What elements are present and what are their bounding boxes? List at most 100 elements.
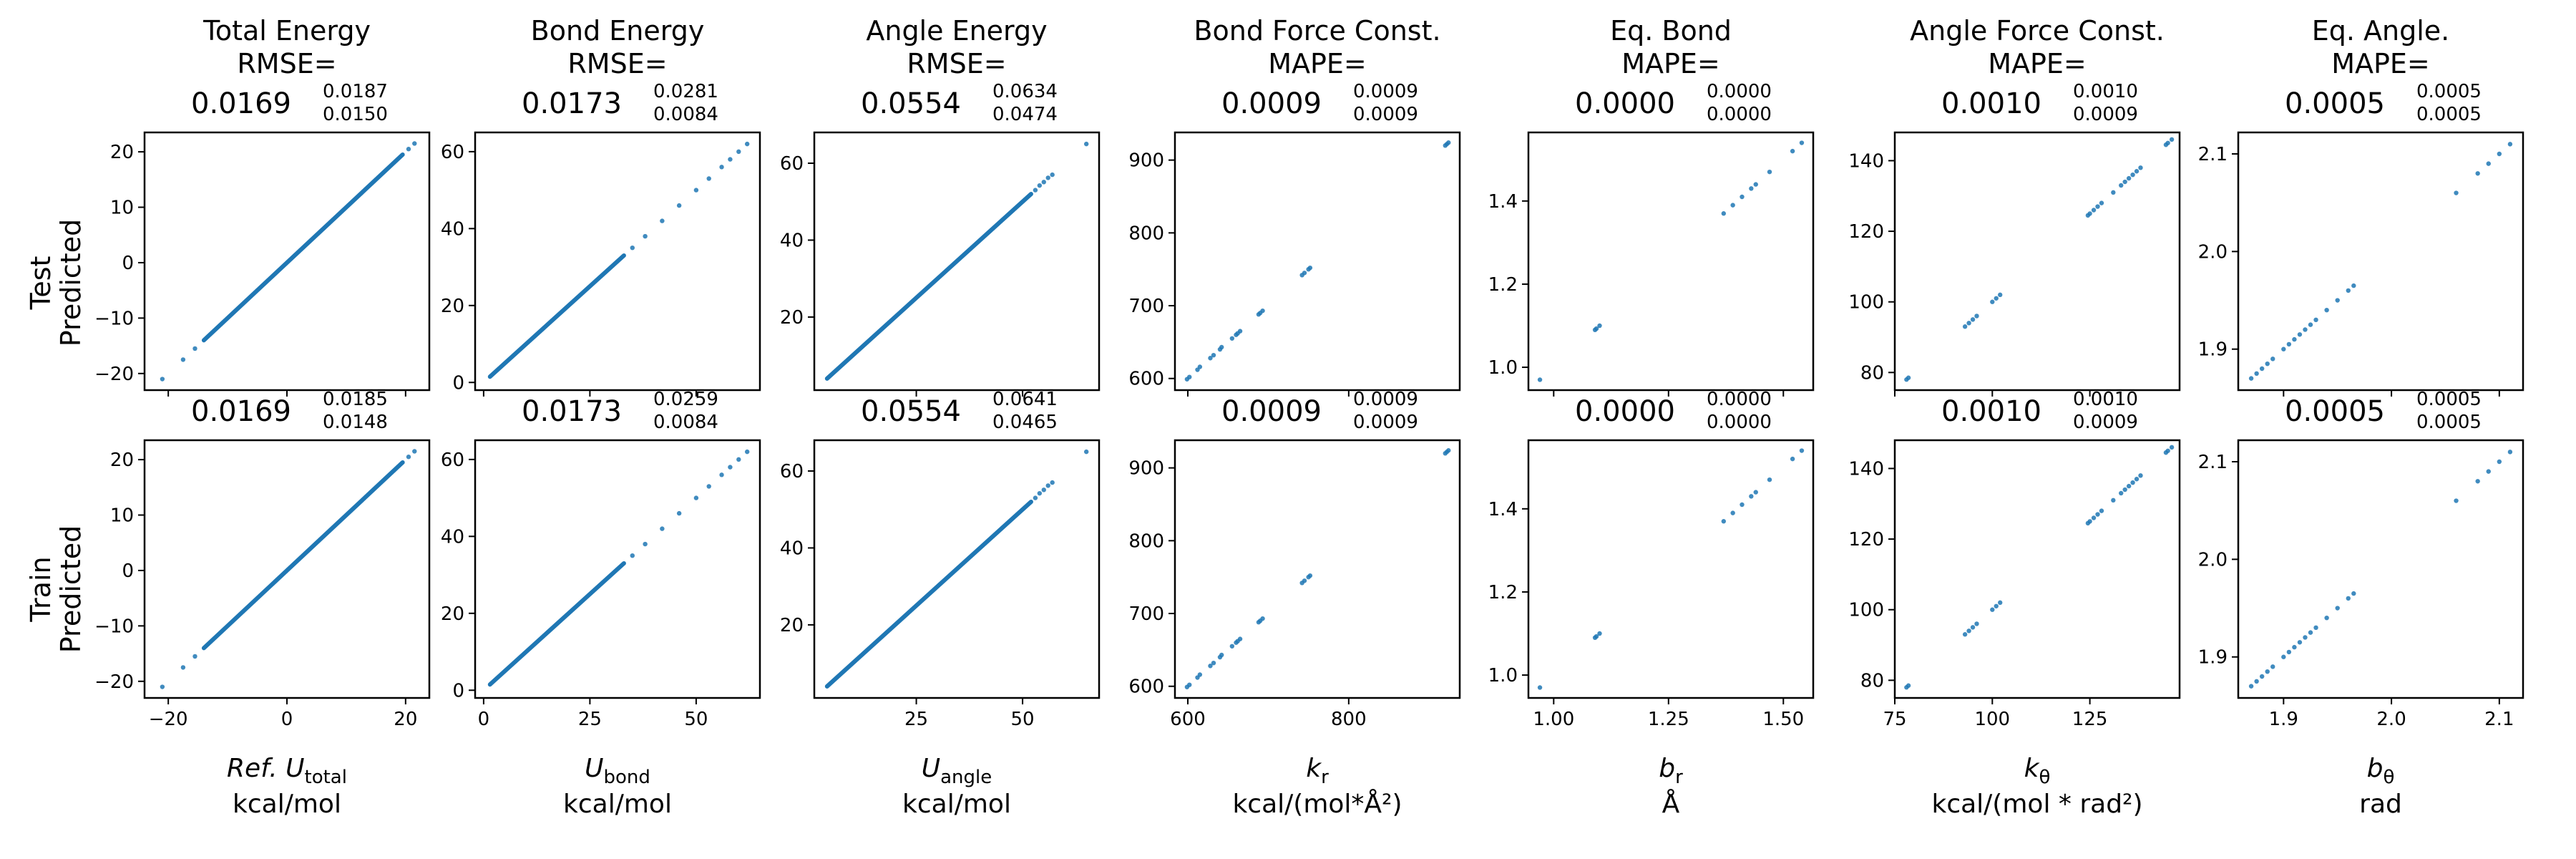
metric-upper-bound: 0.0259 <box>653 389 718 410</box>
row-label-test-line2: Predicted <box>55 219 87 346</box>
data-point <box>160 684 165 689</box>
metric-upper-bound: 0.0005 <box>2416 389 2482 410</box>
data-point <box>1260 308 1265 314</box>
data-point <box>2286 649 2292 655</box>
metric-lower-bound: 0.0005 <box>2416 104 2482 125</box>
data-point <box>1730 510 1735 515</box>
metric-value: 0.0554 <box>861 87 961 120</box>
data-point <box>1594 634 1599 639</box>
x-axis-subscript: r <box>1321 767 1329 788</box>
metric-value: 0.0000 <box>1575 395 1675 428</box>
x-tick-label: −20 <box>149 709 188 730</box>
y-tick-label: 1.4 <box>1488 191 1518 213</box>
x-tick-label: 0 <box>281 709 293 730</box>
metric-upper-bound: 0.0009 <box>1353 389 1418 410</box>
x-tick-label: 1.9 <box>2269 709 2298 730</box>
data-point <box>192 346 197 351</box>
plot-frame <box>1174 131 1461 392</box>
data-point <box>1211 352 1216 358</box>
data-point <box>2119 490 2124 496</box>
x-axis-symbol: k <box>1306 754 1322 783</box>
metric-lower-bound: 0.0084 <box>653 104 718 125</box>
data-point <box>2346 288 2351 293</box>
x-axis-subscript: bond <box>603 767 650 788</box>
x-axis-symbol: Ref. U <box>227 754 304 783</box>
data-point <box>2454 190 2459 195</box>
data-point <box>2475 171 2480 176</box>
x-tick-label: 1.00 <box>1533 709 1574 730</box>
data-point <box>2292 336 2297 342</box>
y-tick-label: 1.0 <box>1488 357 1518 379</box>
y-tick-label: 40 <box>441 526 464 548</box>
data-point <box>630 245 635 251</box>
data-point <box>1237 329 1243 334</box>
metric-upper-bound: 0.0010 <box>2073 389 2138 410</box>
y-tick-label: −20 <box>94 671 134 693</box>
data-point <box>160 377 165 382</box>
data-point <box>2259 366 2265 372</box>
data-point <box>719 165 724 170</box>
y-tick-label: 0 <box>452 680 464 702</box>
data-point <box>1962 632 1968 637</box>
y-tick-label: 600 <box>1128 676 1164 698</box>
x-axis-label: bθ <box>2367 754 2395 788</box>
x-axis-symbol: U <box>585 754 603 783</box>
data-point <box>1730 203 1735 208</box>
data-point <box>1594 326 1599 331</box>
metric-name: MAPE= <box>1988 48 2087 79</box>
x-tick-label: 2.0 <box>2376 709 2406 730</box>
data-point <box>2099 508 2104 513</box>
data-point <box>1041 487 1046 492</box>
plot-frame <box>1527 439 1815 699</box>
data-point <box>1033 495 1038 500</box>
y-tick-label: 120 <box>1848 221 1884 243</box>
plot-frame <box>2237 131 2524 392</box>
x-axis-symbol: b <box>2367 754 2384 783</box>
data-point <box>2303 327 2308 332</box>
data-point <box>2259 674 2265 679</box>
metric-value: 0.0000 <box>1575 87 1675 120</box>
data-point <box>1211 660 1216 666</box>
y-tick-label: 800 <box>1128 530 1164 552</box>
x-axis-unit: rad <box>2359 790 2402 819</box>
data-point <box>2335 606 2340 611</box>
x-tick-label: 100 <box>1974 709 2010 730</box>
column-6: Angle Force Const.MAPE=0.0010 0.00100.000… <box>1848 15 2181 819</box>
y-tick-label: 0 <box>122 253 134 274</box>
panel-title: Bond Energy <box>531 15 705 47</box>
x-axis-subscript: r <box>1675 767 1683 788</box>
y-tick-label: 80 <box>1860 362 1884 384</box>
x-tick-label: 50 <box>1011 709 1035 730</box>
data-point <box>2308 630 2313 635</box>
x-axis-unit: kcal/(mol*Å²) <box>1232 788 1402 819</box>
data-point <box>1966 321 1971 326</box>
data-point <box>2111 498 2116 503</box>
metric-lower-bound: 0.0009 <box>1353 412 1418 433</box>
data-point <box>1749 494 1754 499</box>
data-point <box>2169 445 2175 450</box>
data-point <box>1990 299 1995 304</box>
data-point <box>1970 625 1976 630</box>
metric-lower-bound: 0.0148 <box>323 412 388 433</box>
data-point <box>706 484 711 489</box>
panel-title: Angle Energy <box>866 15 1047 47</box>
data-point <box>2324 307 2329 313</box>
y-tick-label: 100 <box>1848 292 1884 314</box>
data-point <box>1237 636 1243 641</box>
metric-name: MAPE= <box>1621 48 1720 79</box>
metric-upper-bound: 0.0281 <box>653 81 718 102</box>
y-tick-label: 700 <box>1128 603 1164 625</box>
metric-lower-bound: 0.0009 <box>2073 412 2138 433</box>
x-axis-unit: kcal/mol <box>902 790 1011 819</box>
y-tick-label: 2.0 <box>2198 549 2228 571</box>
data-point <box>1962 324 1968 329</box>
data-point <box>1740 502 1745 508</box>
metric-name: RMSE= <box>237 48 336 79</box>
x-axis-label: Ref. Utotal <box>227 754 347 788</box>
data-point <box>1790 148 1795 154</box>
metric-lower-bound: 0.0150 <box>323 104 388 125</box>
